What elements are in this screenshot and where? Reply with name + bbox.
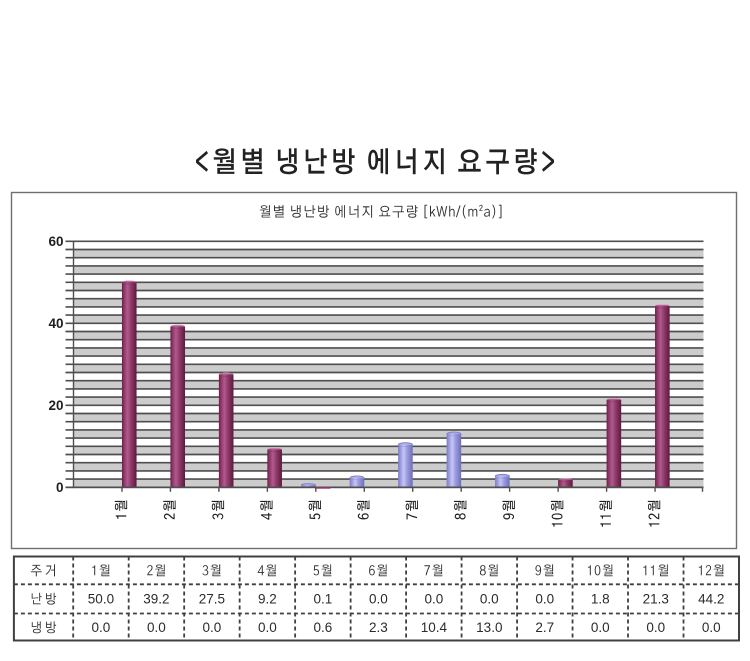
svg-text:60: 60: [48, 234, 63, 249]
svg-text:21.3: 21.3: [643, 592, 669, 607]
svg-text:2.3: 2.3: [369, 620, 388, 635]
svg-text:0.0: 0.0: [591, 620, 610, 635]
svg-text:13.0: 13.0: [476, 620, 502, 635]
svg-text:10.4: 10.4: [421, 620, 448, 635]
svg-text:0.0: 0.0: [702, 620, 721, 635]
svg-text:0.0: 0.0: [424, 592, 443, 607]
svg-text:39.2: 39.2: [143, 592, 169, 607]
svg-text:0.0: 0.0: [480, 592, 499, 607]
svg-text:0.0: 0.0: [369, 592, 388, 607]
svg-text:27.5: 27.5: [199, 592, 225, 607]
svg-text:0.1: 0.1: [313, 592, 332, 607]
svg-text:0.0: 0.0: [646, 620, 665, 635]
svg-text:40: 40: [48, 316, 63, 331]
svg-text:0.0: 0.0: [92, 620, 111, 635]
svg-text:44.2: 44.2: [698, 592, 724, 607]
svg-text:0.0: 0.0: [147, 620, 166, 635]
svg-text:0: 0: [56, 480, 64, 495]
svg-text:0.0: 0.0: [535, 592, 554, 607]
svg-text:2.7: 2.7: [535, 620, 554, 635]
svg-text:1.8: 1.8: [591, 592, 610, 607]
svg-text:9.2: 9.2: [258, 592, 277, 607]
svg-text:50.0: 50.0: [88, 592, 114, 607]
svg-text:0.0: 0.0: [203, 620, 222, 635]
svg-text:0.6: 0.6: [313, 620, 332, 635]
svg-text:20: 20: [48, 398, 63, 413]
svg-text:0.0: 0.0: [258, 620, 277, 635]
